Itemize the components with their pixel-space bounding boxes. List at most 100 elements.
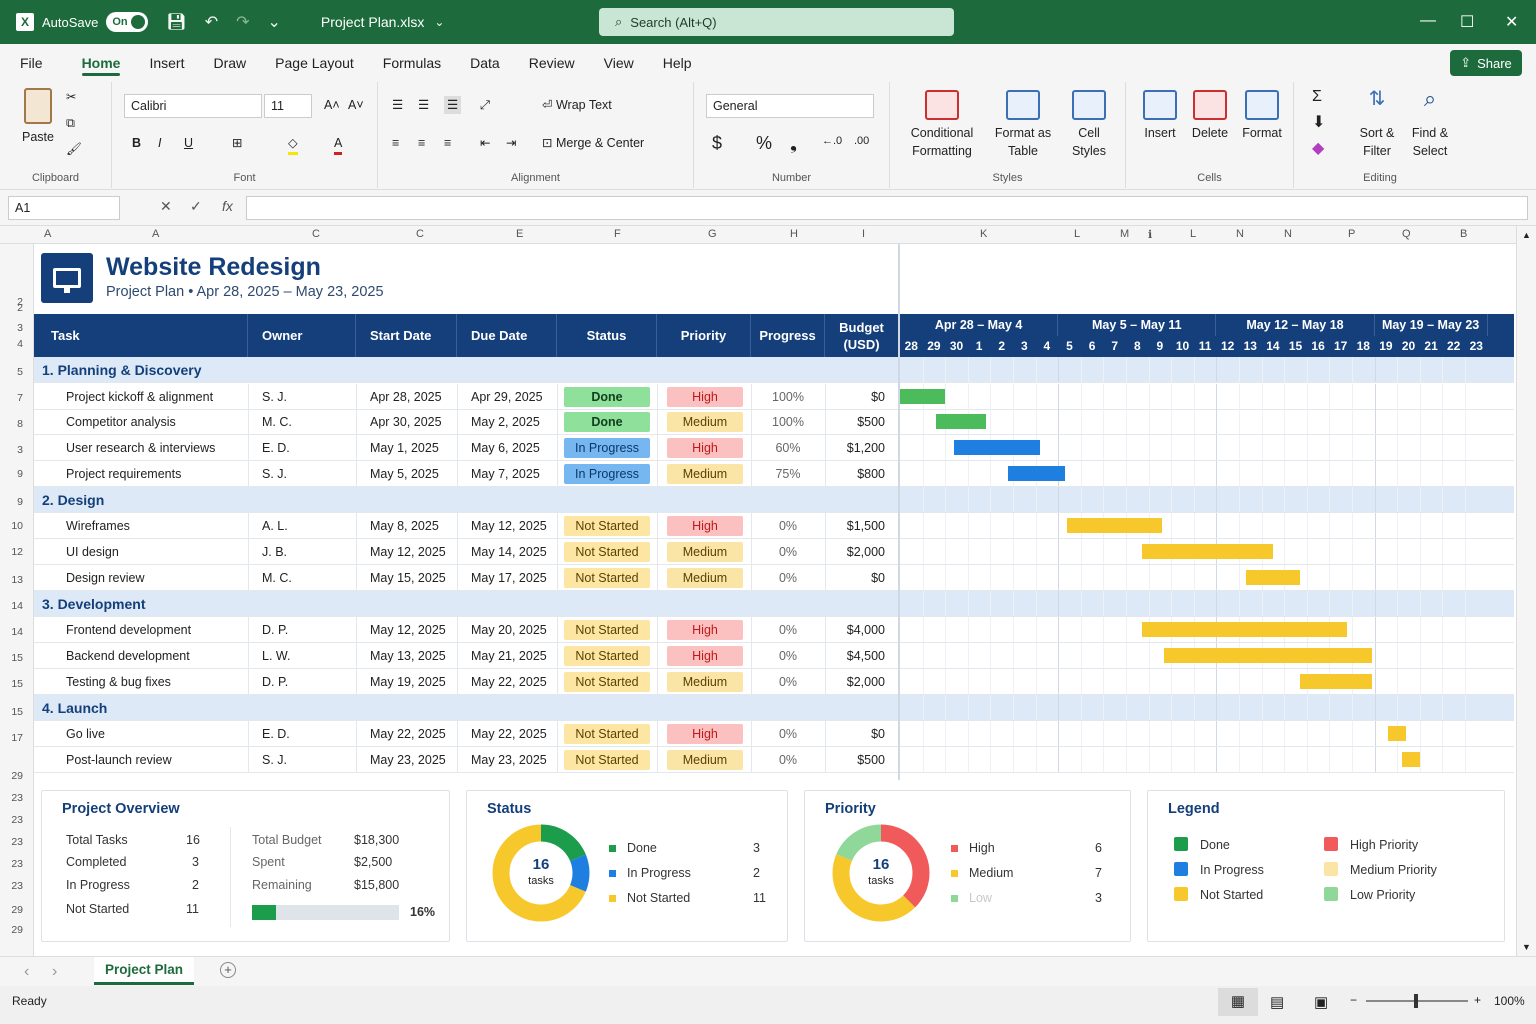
column-header[interactable]: K <box>980 228 988 240</box>
redo-icon[interactable]: ↷ <box>236 14 250 31</box>
gantt-bar[interactable] <box>1401 751 1420 767</box>
tab-help[interactable]: Help <box>662 55 692 71</box>
page-break-view-icon[interactable]: ▣ <box>1314 994 1329 1011</box>
zoom-slider-thumb[interactable] <box>1414 994 1418 1008</box>
row-header[interactable]: 10 <box>11 520 23 532</box>
column-header[interactable]: G <box>708 228 717 240</box>
section-row[interactable]: 4. Launch <box>34 694 898 721</box>
comma-icon[interactable]: ❟ <box>790 133 798 153</box>
paste-button[interactable]: Paste <box>16 88 60 146</box>
column-header[interactable]: H <box>790 228 798 240</box>
row-header[interactable]: 29 <box>11 904 23 916</box>
row-header[interactable]: 4 <box>17 338 23 350</box>
table-row[interactable]: Testing & bug fixes D. P. May 19, 2025 May … <box>34 668 898 695</box>
autosum-icon[interactable]: Σ <box>1312 88 1322 105</box>
align-left-icon[interactable]: ≡ <box>392 136 400 150</box>
row-header[interactable]: 9 <box>17 496 23 508</box>
row-header[interactable]: 14 <box>11 626 23 638</box>
row-header[interactable]: 8 <box>17 418 23 430</box>
format-button[interactable]: Format <box>1238 90 1286 142</box>
function-icon[interactable]: fx <box>222 198 233 214</box>
enter-icon[interactable]: ✓ <box>190 198 202 214</box>
search-box[interactable]: ⌕ Search (Alt+Q) <box>599 8 954 36</box>
table-row[interactable]: Backend development L. W. May 13, 2025 May … <box>34 642 898 669</box>
tab-view[interactable]: View <box>603 55 634 71</box>
number-format-select[interactable]: General <box>706 94 874 118</box>
zoom-level[interactable]: 100% <box>1494 994 1525 1008</box>
table-row[interactable]: Competitor analysis M. C. Apr 30, 2025 May … <box>34 409 898 436</box>
table-row[interactable]: UI design J. B. May 12, 2025 May 14, 2025 No… <box>34 539 898 565</box>
delete-button[interactable]: Delete <box>1188 90 1232 142</box>
row-header[interactable]: 23 <box>11 858 23 870</box>
wrap-text-button[interactable]: ⏎ Wrap Text <box>542 96 612 114</box>
table-row[interactable]: User research & interviews E. D. May 1, 20… <box>34 435 898 462</box>
align-right-icon[interactable]: ≡ <box>444 136 452 150</box>
copy-icon[interactable]: ⧉ <box>66 116 75 130</box>
tab-review[interactable]: Review <box>528 55 575 71</box>
row-header[interactable]: 2 <box>17 296 23 308</box>
conditional-formatting-button[interactable]: Conditional Formatting <box>904 90 980 160</box>
increase-indent-icon[interactable]: ⇥ <box>506 136 517 150</box>
section-row[interactable]: 1. Planning & Discovery <box>34 357 898 383</box>
format-as-table-button[interactable]: Format as Table <box>990 90 1056 160</box>
decrease-indent-icon[interactable]: ⇤ <box>480 136 491 150</box>
increase-font-icon[interactable]: A˄ <box>324 98 340 112</box>
customize-qat-icon[interactable]: ⌄ <box>267 14 281 31</box>
column-header[interactable]: C <box>312 228 320 240</box>
row-header[interactable]: 23 <box>11 792 23 804</box>
row-header[interactable]: 23 <box>11 880 23 892</box>
find-select-button[interactable]: ⌕ Find & Select <box>1406 88 1454 160</box>
gantt-bar[interactable] <box>1067 518 1163 534</box>
row-header[interactable]: 29 <box>11 924 23 936</box>
orientation-icon[interactable]: ⤢ <box>480 98 491 112</box>
save-icon[interactable]: 💾︎ <box>166 14 187 31</box>
column-header[interactable]: A <box>152 228 160 240</box>
section-row[interactable]: 3. Development <box>34 590 898 617</box>
format-painter-icon[interactable]: 🖌︎ <box>66 142 82 156</box>
tab-home[interactable]: Home <box>81 44 120 82</box>
share-button[interactable]: ⇪ Share <box>1450 50 1522 76</box>
row-header[interactable]: 12 <box>11 546 23 558</box>
column-header[interactable]: A <box>44 228 52 240</box>
table-row[interactable]: Go live E. D. May 22, 2025 May 22, 2025 Not … <box>34 721 898 747</box>
gantt-bar[interactable] <box>900 388 946 404</box>
row-header[interactable]: 3 <box>17 444 23 456</box>
table-row[interactable]: Project requirements S. J. May 5, 2025 May … <box>34 460 898 487</box>
row-header[interactable]: 15 <box>11 706 23 718</box>
scroll-down-icon[interactable]: ▼ <box>1522 942 1531 952</box>
chevron-down-icon[interactable]: ⌄ <box>434 15 445 29</box>
column-header[interactable]: B <box>1460 228 1468 240</box>
gantt-bar[interactable] <box>1388 726 1407 741</box>
table-row[interactable]: Project kickoff & alignment S. J. Apr 28, … <box>34 383 898 410</box>
zoom-slider[interactable] <box>1366 994 1468 1008</box>
name-box[interactable]: A1 <box>8 196 120 220</box>
column-header[interactable]: N <box>1284 228 1292 240</box>
section-row[interactable]: 2. Design <box>34 486 898 513</box>
gantt-bar[interactable] <box>1300 673 1373 689</box>
align-top-icon[interactable]: ☰ <box>392 98 404 112</box>
zoom-out-icon[interactable]: − <box>1350 993 1358 1007</box>
tab-formulas[interactable]: Formulas <box>382 55 442 71</box>
worksheet[interactable]: Website Redesign Project Plan • Apr 28, … <box>34 244 1516 956</box>
column-header[interactable]: L <box>1074 228 1081 240</box>
undo-icon[interactable]: ↶ <box>204 14 219 31</box>
row-header[interactable]: 13 <box>11 574 23 586</box>
tab-draw[interactable]: Draw <box>213 55 247 71</box>
column-header[interactable]: P <box>1348 228 1356 240</box>
bold-icon[interactable]: B <box>132 136 142 150</box>
column-header[interactable]: ℹ <box>1148 229 1153 241</box>
cell-styles-button[interactable]: Cell Styles <box>1064 90 1114 160</box>
row-header[interactable]: 15 <box>11 678 23 690</box>
file-name[interactable]: Project Plan.xlsx <box>320 14 425 30</box>
tab-prev-icon[interactable]: ‹ <box>24 963 30 980</box>
row-header[interactable]: 9 <box>17 468 23 480</box>
cut-icon[interactable]: ✂ <box>66 90 77 104</box>
percent-icon[interactable]: % <box>756 133 773 153</box>
add-sheet-icon[interactable]: + <box>220 962 236 978</box>
vertical-scrollbar[interactable]: ▲ ▼ <box>1516 226 1536 956</box>
minimize-icon[interactable]: — <box>1420 12 1436 29</box>
fill-color-icon[interactable]: ◇ <box>288 134 298 155</box>
scroll-up-icon[interactable]: ▲ <box>1522 230 1531 240</box>
tab-next-icon[interactable]: › <box>52 963 58 980</box>
merge-center-button[interactable]: ⊡ Merge & Center <box>542 134 644 152</box>
